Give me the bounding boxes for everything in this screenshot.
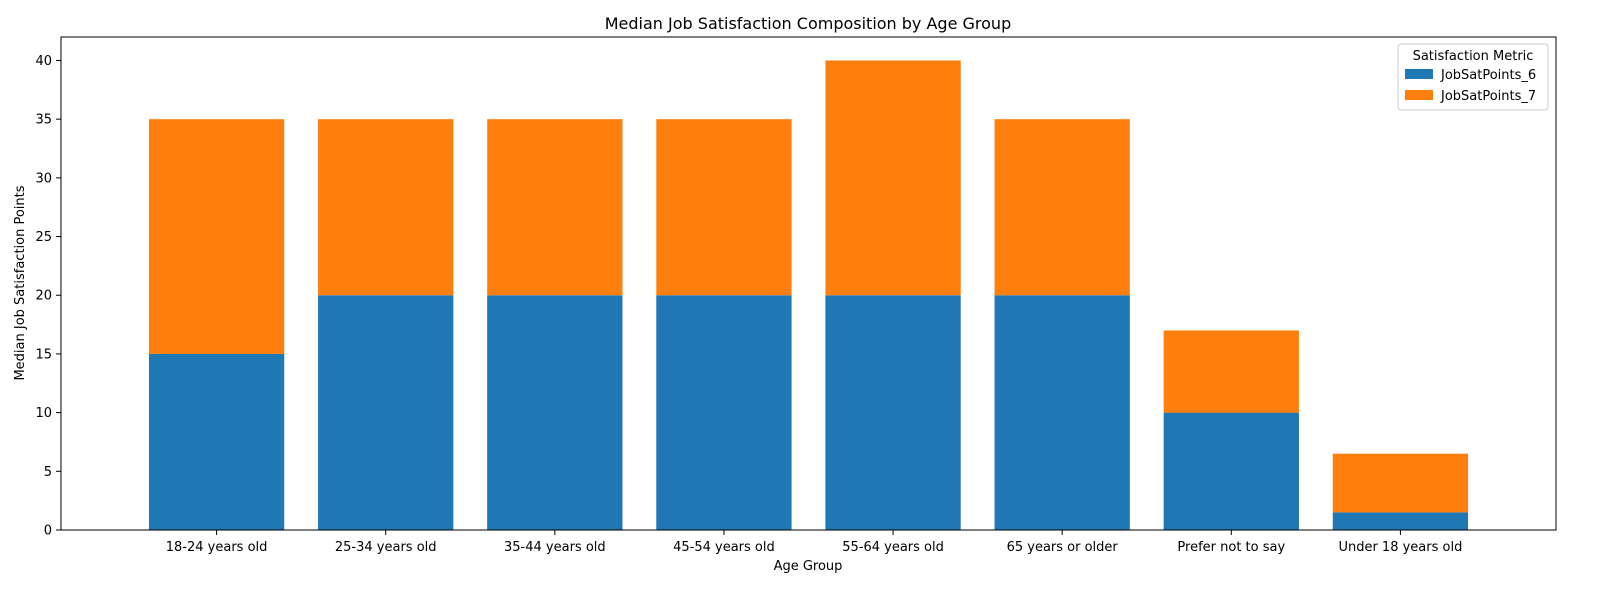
- bar-jobsatpoints-6-25-34-years-old: [318, 295, 454, 530]
- legend-title: Satisfaction Metric: [1413, 49, 1534, 64]
- x-tick-label-18-24-years-old: 18-24 years old: [166, 540, 268, 555]
- legend-label-jobsatpoints-7: JobSatPoints_7: [1440, 89, 1536, 104]
- chart-title: Median Job Satisfaction Composition by A…: [605, 14, 1011, 33]
- bar-jobsatpoints-6-65-years-or-older: [994, 295, 1130, 530]
- bar-jobsatpoints-6-35-44-years-old: [487, 295, 623, 530]
- y-tick-label: 20: [35, 289, 52, 304]
- bar-jobsatpoints-7-prefer-not-to-say: [1163, 330, 1299, 413]
- y-tick-label: 25: [35, 230, 52, 245]
- bar-jobsatpoints-7-45-54-years-old: [656, 119, 792, 296]
- bar-jobsatpoints-7-35-44-years-old: [487, 119, 623, 296]
- plot-frame: [60, 36, 1557, 531]
- y-axis-ticks: 0 5 10 15 20 25 30 35 40: [35, 54, 61, 539]
- legend: Satisfaction Metric JobSatPoints_6 JobSa…: [1397, 43, 1549, 111]
- legend-frame: [1397, 43, 1549, 111]
- y-axis-label: Median Job Satisfaction Points: [13, 185, 28, 380]
- legend-swatch-jobsatpoints-7: [1405, 90, 1433, 100]
- bar-jobsatpoints-7-18-24-years-old: [148, 119, 285, 354]
- x-tick-label-65-years-or-older: 65 years or older: [1007, 540, 1119, 555]
- x-tick-label-35-44-years-old: 35-44 years old: [504, 540, 606, 555]
- y-tick-label: 40: [35, 54, 52, 69]
- y-tick-label: 5: [44, 465, 52, 480]
- x-tick-label-55-64-years-old: 55-64 years old: [842, 540, 944, 555]
- x-tick-label-under-18-years-old: Under 18 years old: [1338, 540, 1462, 555]
- bar-jobsatpoints-7-under-18-years-old: [1332, 453, 1469, 513]
- legend-label-jobsatpoints-6: JobSatPoints_6: [1440, 68, 1536, 83]
- x-axis-ticks: 18-24 years old 25-34 years old 35-44 year…: [166, 530, 1462, 555]
- bar-series: [148, 60, 1469, 530]
- x-axis-label: Age Group: [774, 559, 843, 574]
- bar-jobsatpoints-6-45-54-years-old: [656, 295, 792, 530]
- y-tick-label: 35: [35, 113, 52, 128]
- bar-jobsatpoints-7-25-34-years-old: [318, 119, 454, 296]
- x-tick-label-prefer-not-to-say: Prefer not to say: [1177, 540, 1285, 555]
- bar-jobsatpoints-6-18-24-years-old: [148, 353, 285, 530]
- y-tick-label: 30: [35, 171, 52, 186]
- x-tick-label-25-34-years-old: 25-34 years old: [335, 540, 437, 555]
- bar-jobsatpoints-7-55-64-years-old: [825, 60, 961, 296]
- bar-jobsatpoints-6-55-64-years-old: [825, 295, 961, 530]
- y-tick-label: 15: [35, 347, 52, 362]
- legend-swatch-jobsatpoints-6: [1405, 69, 1433, 79]
- y-tick-label: 10: [35, 406, 52, 421]
- bar-jobsatpoints-7-65-years-or-older: [994, 119, 1130, 296]
- x-tick-label-45-54-years-old: 45-54 years old: [673, 540, 775, 555]
- bar-jobsatpoints-6-under-18-years-old: [1332, 512, 1469, 530]
- y-tick-label: 0: [44, 524, 52, 539]
- bar-jobsatpoints-6-prefer-not-to-say: [1163, 412, 1299, 530]
